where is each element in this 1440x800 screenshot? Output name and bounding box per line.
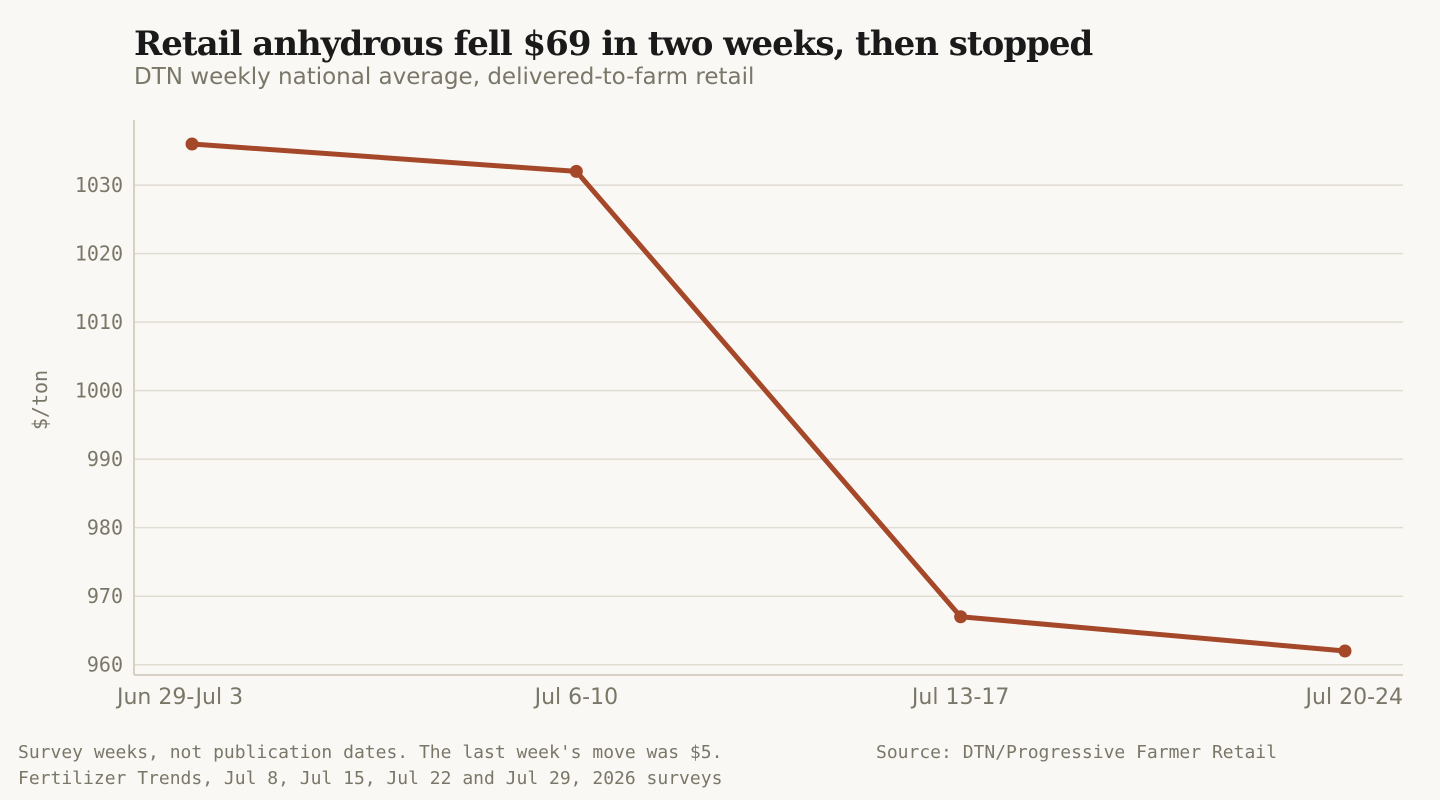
data-point bbox=[185, 137, 199, 151]
chart-title: Retail anhydrous fell $69 in two weeks, … bbox=[134, 24, 1093, 64]
y-tick-label: 970 bbox=[87, 584, 123, 608]
axes bbox=[133, 120, 1403, 676]
x-tick-label: Jul 13-17 bbox=[910, 685, 1009, 710]
data-point bbox=[1338, 644, 1352, 658]
y-tick-label: 1020 bbox=[75, 242, 123, 266]
y-tick-labels: 960 970 980 990 1000 1010 1020 1030 bbox=[75, 173, 123, 677]
y-tick-label: 960 bbox=[87, 653, 123, 677]
x-tick-labels: Jun 29-Jul 3 Jul 6-10 Jul 13-17 Jul 20-24 bbox=[115, 685, 1403, 710]
x-tick-label: Jun 29-Jul 3 bbox=[115, 685, 243, 710]
y-axis-label: $/ton bbox=[28, 369, 52, 431]
x-tick-label: Jul 6-10 bbox=[533, 685, 618, 710]
data-point bbox=[569, 164, 583, 178]
source-note: Source: DTN/Progressive Farmer Retail bbox=[876, 742, 1277, 763]
footnote-line-2: Fertilizer Trends, Jul 8, Jul 15, Jul 22… bbox=[18, 768, 723, 789]
y-tick-label: 980 bbox=[87, 516, 123, 540]
gridlines bbox=[134, 184, 1403, 666]
y-tick-label: 1010 bbox=[75, 310, 123, 334]
footnote-line-1: Survey weeks, not publication dates. The… bbox=[18, 742, 723, 763]
footnote: Survey weeks, not publication dates. The… bbox=[18, 740, 722, 792]
series-line bbox=[189, 141, 1348, 654]
y-tick-label: 1030 bbox=[75, 173, 123, 197]
data-point bbox=[954, 610, 968, 624]
y-tick-label: 1000 bbox=[75, 379, 123, 403]
y-tick-label: 990 bbox=[87, 447, 123, 471]
x-tick-label: Jul 20-24 bbox=[1304, 685, 1403, 710]
chart-subtitle: DTN weekly national average, delivered-t… bbox=[134, 64, 755, 90]
series bbox=[185, 137, 1352, 658]
